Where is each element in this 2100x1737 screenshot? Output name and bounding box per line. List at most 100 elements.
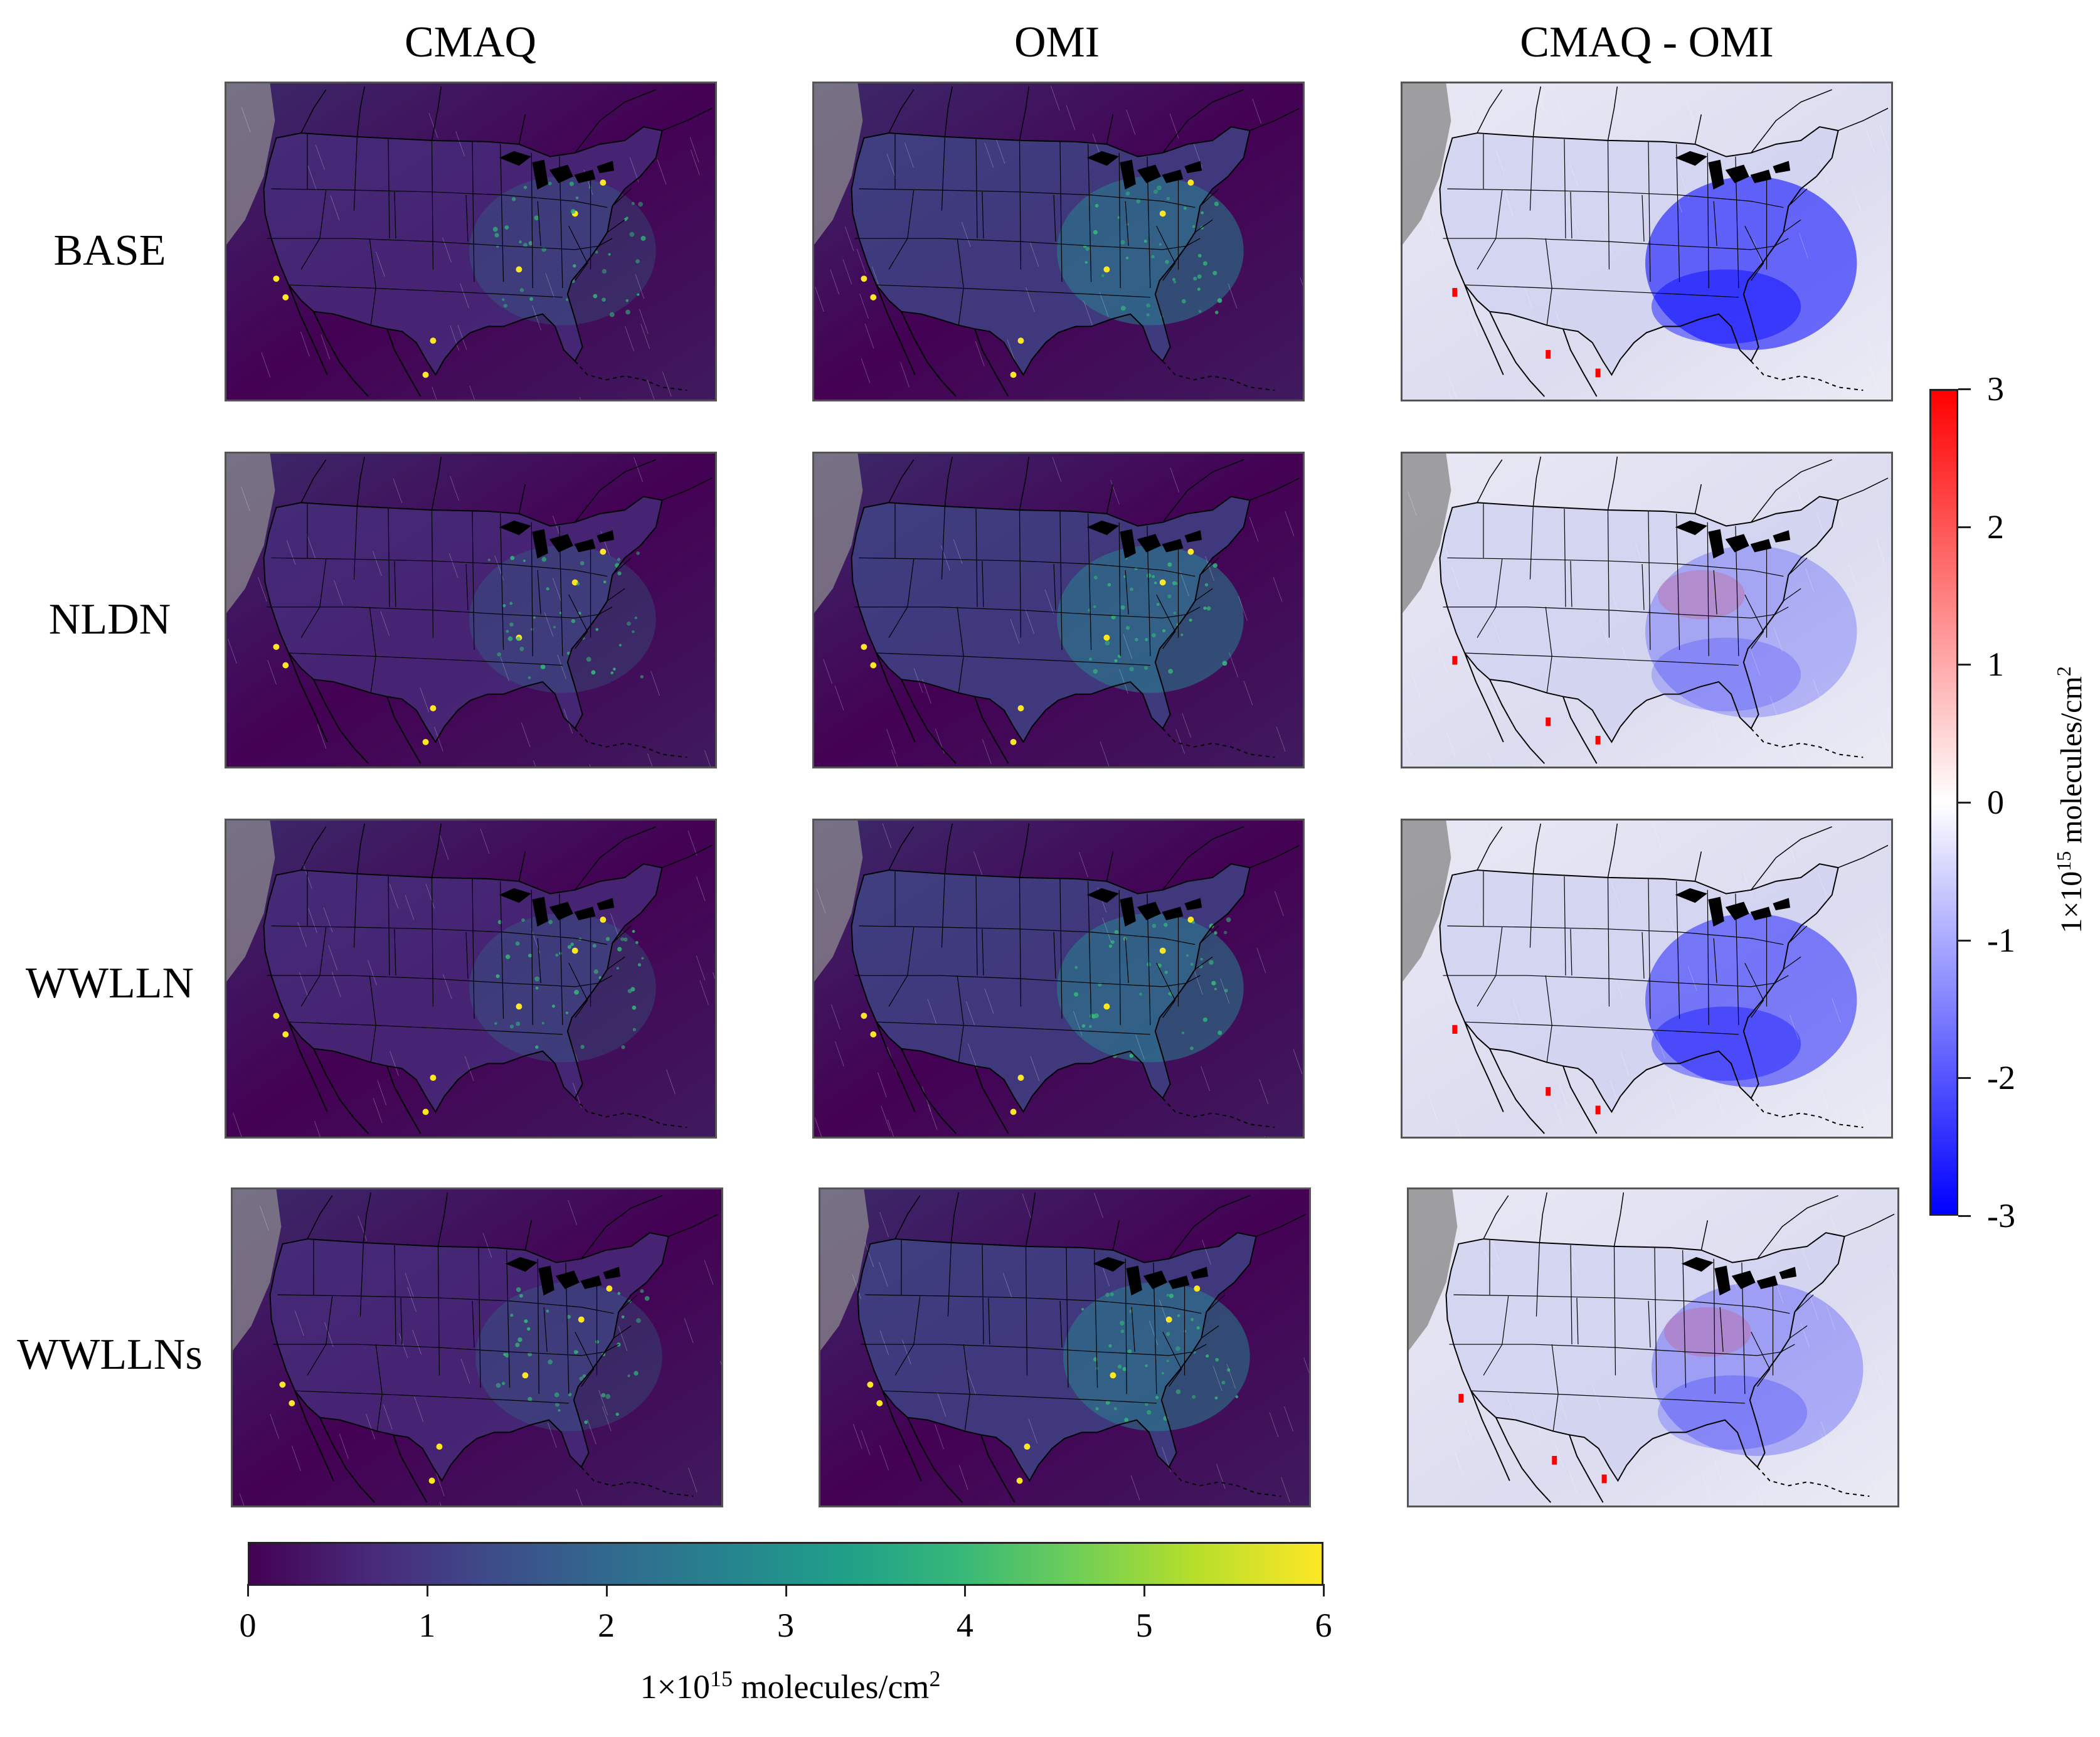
satellite-streak <box>1871 1477 1880 1502</box>
satellite-streak <box>457 325 467 351</box>
missing-data-region <box>814 83 863 245</box>
state-boundaries <box>1449 1344 1783 1356</box>
satellite-streak <box>1569 161 1579 187</box>
state-boundaries <box>888 189 1176 281</box>
hotspot <box>1024 1443 1031 1450</box>
hotspot <box>867 1381 874 1388</box>
speckle <box>1165 260 1169 264</box>
hotspot <box>861 1012 867 1019</box>
satellite-streak <box>1044 589 1054 614</box>
satellite-streak <box>239 1493 245 1506</box>
satellite-streak <box>1832 998 1842 1024</box>
satellite-streak <box>1276 726 1286 752</box>
speckle <box>1095 204 1099 208</box>
state-boundaries <box>1447 925 1784 945</box>
hotspot <box>282 294 289 300</box>
satellite-streak <box>1449 393 1452 400</box>
land-region <box>1446 1233 1845 1481</box>
satellite-streak <box>662 371 672 397</box>
country-outline <box>1439 126 1839 376</box>
colorbar-viridis-tick-label: 6 <box>1315 1607 1332 1644</box>
speckle <box>1146 303 1150 308</box>
speckle <box>496 974 500 979</box>
row-label-nldn: NLDN <box>48 595 171 644</box>
colorbar-difference-tick-label: 2 <box>1987 507 2004 546</box>
speckle <box>1199 310 1202 313</box>
colorbar-viridis-tick <box>426 1584 428 1596</box>
satellite-streak <box>1110 479 1120 505</box>
satellite-streak <box>958 1465 968 1490</box>
satellite-streak <box>233 1112 242 1137</box>
satellite-streak <box>877 1072 887 1098</box>
negative-bias-region <box>1651 269 1801 344</box>
satellite-streak <box>814 1117 822 1137</box>
state-boundaries <box>369 188 632 326</box>
state-boundaries <box>1088 513 1179 656</box>
speckle <box>595 628 599 631</box>
satellite-streak <box>1667 1087 1677 1112</box>
satellite-streak <box>380 611 390 636</box>
state-boundaries <box>295 1390 569 1404</box>
speckle <box>1209 960 1214 965</box>
satellite-streak <box>292 1446 301 1471</box>
state-boundaries <box>1676 513 1768 656</box>
satellite-streak <box>995 139 1005 164</box>
speckle <box>1202 1017 1208 1023</box>
satellite-streak <box>1099 292 1109 317</box>
state-boundaries <box>859 925 1196 945</box>
state-boundaries <box>1483 504 1651 651</box>
satellite-streak <box>1228 284 1238 309</box>
colorbar-difference-units: 1×1015 molecules/cm2 <box>2052 666 2088 933</box>
satellite-streak <box>1652 823 1662 849</box>
satellite-streak <box>1755 1484 1763 1506</box>
satellite-streak <box>1126 109 1136 135</box>
map-canvas <box>1403 83 1891 400</box>
satellite-streak <box>1484 1250 1494 1276</box>
speckle <box>625 309 630 315</box>
missing-data-region <box>1403 454 1451 614</box>
satellite-streak <box>372 551 382 576</box>
state-boundaries <box>1465 1021 1739 1035</box>
speckle <box>506 630 509 633</box>
colorbar-viridis-tick <box>785 1584 787 1596</box>
hotspot <box>1016 1477 1023 1484</box>
land-region <box>270 1233 669 1481</box>
satellite-streak <box>1680 173 1690 198</box>
caribbean-islands <box>1750 728 1864 758</box>
colorbar-difference <box>1929 389 1958 1216</box>
satellite-streak <box>935 1424 944 1449</box>
row-label-wwllns: WWLLNs <box>17 1331 203 1379</box>
satellite-streak <box>1669 916 1679 942</box>
state-boundaries <box>1471 1390 1745 1404</box>
country-outline <box>1445 1232 1845 1482</box>
speckle <box>1146 573 1152 578</box>
satellite-streak <box>1860 1105 1870 1130</box>
great-lakes <box>1086 520 1202 559</box>
satellite-streak <box>650 671 660 696</box>
great-lakes <box>1675 520 1791 559</box>
speckle <box>609 312 615 317</box>
satellite-streak <box>1100 741 1110 767</box>
speckle <box>507 636 513 642</box>
satellite-streak <box>1880 729 1890 755</box>
speckle <box>1192 920 1195 924</box>
speckle <box>1147 1410 1152 1415</box>
speckle <box>1152 575 1155 578</box>
speckle <box>1089 657 1093 661</box>
speckle <box>505 954 511 959</box>
positive-bias-hotspot <box>1458 1394 1464 1403</box>
speckle <box>1090 1014 1095 1019</box>
satellite-streak <box>1073 1011 1083 1036</box>
speckle <box>573 264 576 268</box>
colorbar-viridis-tick <box>1323 1584 1325 1596</box>
speckle <box>601 1393 606 1398</box>
satellite-streak <box>1451 566 1461 592</box>
speckle <box>570 942 575 947</box>
speckle <box>534 976 540 982</box>
satellite-streak <box>816 888 826 914</box>
hotspot <box>1159 210 1166 217</box>
speckle <box>1094 1013 1099 1019</box>
hotspot <box>289 1400 295 1406</box>
speckle <box>635 941 639 944</box>
satellite-streak <box>261 352 271 378</box>
